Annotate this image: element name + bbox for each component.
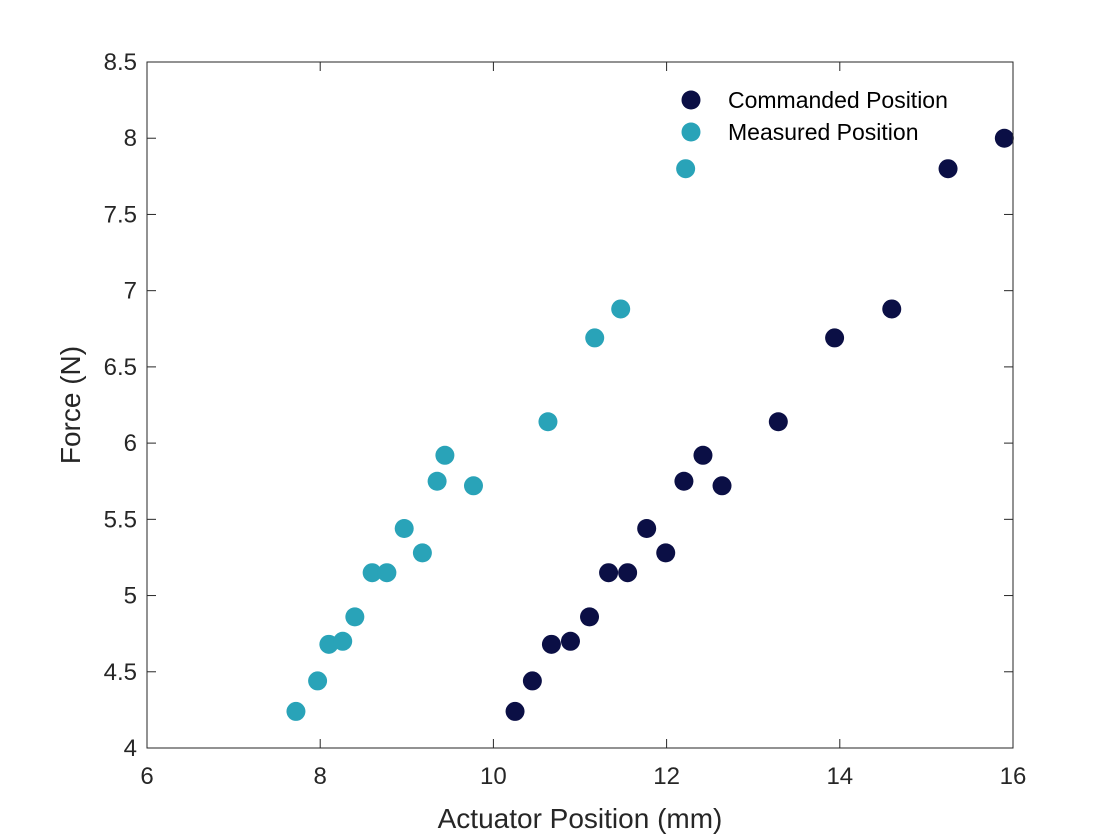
y-tick-label: 6.5 xyxy=(104,354,137,381)
data-point xyxy=(882,299,902,319)
legend-label: Commanded Position xyxy=(728,87,948,113)
y-tick-label: 7 xyxy=(124,278,137,305)
data-point xyxy=(333,631,353,651)
data-point xyxy=(938,159,958,179)
data-point xyxy=(394,518,414,538)
data-point xyxy=(412,543,432,563)
tick-labels: 6 8 10 12 14 16 4 4.5 5 5.5 6 6.5 7 7.5 8 8.5 xyxy=(104,49,1027,790)
data-point xyxy=(522,671,542,691)
data-point xyxy=(825,328,845,348)
data-point xyxy=(611,299,631,319)
series-2 xyxy=(286,159,696,721)
legend-marker xyxy=(681,90,701,110)
x-tick-label: 16 xyxy=(1000,763,1027,790)
legend: Commanded Position Measured Position xyxy=(681,87,948,145)
series-1 xyxy=(505,128,1014,721)
y-tick-label: 4 xyxy=(124,735,137,762)
y-tick-label: 8 xyxy=(124,125,137,152)
x-tick-label: 12 xyxy=(653,763,680,790)
data-point xyxy=(618,563,638,583)
data-point xyxy=(585,328,605,348)
y-tick-label: 6 xyxy=(124,430,137,457)
data-point xyxy=(538,412,558,432)
data-point xyxy=(580,607,600,627)
data-point xyxy=(712,476,732,496)
data-point xyxy=(377,563,397,583)
y-tick-label: 8.5 xyxy=(104,49,137,76)
data-point xyxy=(345,607,365,627)
data-point xyxy=(435,445,455,465)
x-tick-label: 10 xyxy=(480,763,507,790)
x-tick-label: 14 xyxy=(826,763,853,790)
data-point xyxy=(656,543,676,563)
data-point xyxy=(768,412,788,432)
x-tick-label: 8 xyxy=(314,763,327,790)
y-tick-label: 7.5 xyxy=(104,201,137,228)
plot-frame xyxy=(146,61,1014,749)
y-tick-label: 5 xyxy=(124,583,137,610)
data-point xyxy=(560,631,580,651)
data-point xyxy=(637,518,657,538)
data-point xyxy=(541,634,561,654)
data-point xyxy=(463,476,483,496)
data-point xyxy=(308,671,328,691)
x-tick-label: 6 xyxy=(140,763,153,790)
legend-marker xyxy=(681,122,701,142)
data-point xyxy=(505,701,525,721)
data-point xyxy=(676,159,696,179)
data-point xyxy=(362,563,382,583)
data-point xyxy=(994,128,1014,148)
data-point xyxy=(674,471,694,491)
data-points xyxy=(286,128,1014,721)
legend-label: Measured Position xyxy=(728,119,919,145)
x-axis-label: Actuator Position (mm) xyxy=(438,803,723,834)
plot-area xyxy=(147,62,1013,748)
y-tick-label: 5.5 xyxy=(104,506,137,533)
data-point xyxy=(427,471,447,491)
data-point xyxy=(286,701,306,721)
y-axis-label: Force (N) xyxy=(55,346,86,464)
data-point xyxy=(599,563,619,583)
data-point xyxy=(693,445,713,465)
y-tick-label: 4.5 xyxy=(104,659,137,686)
